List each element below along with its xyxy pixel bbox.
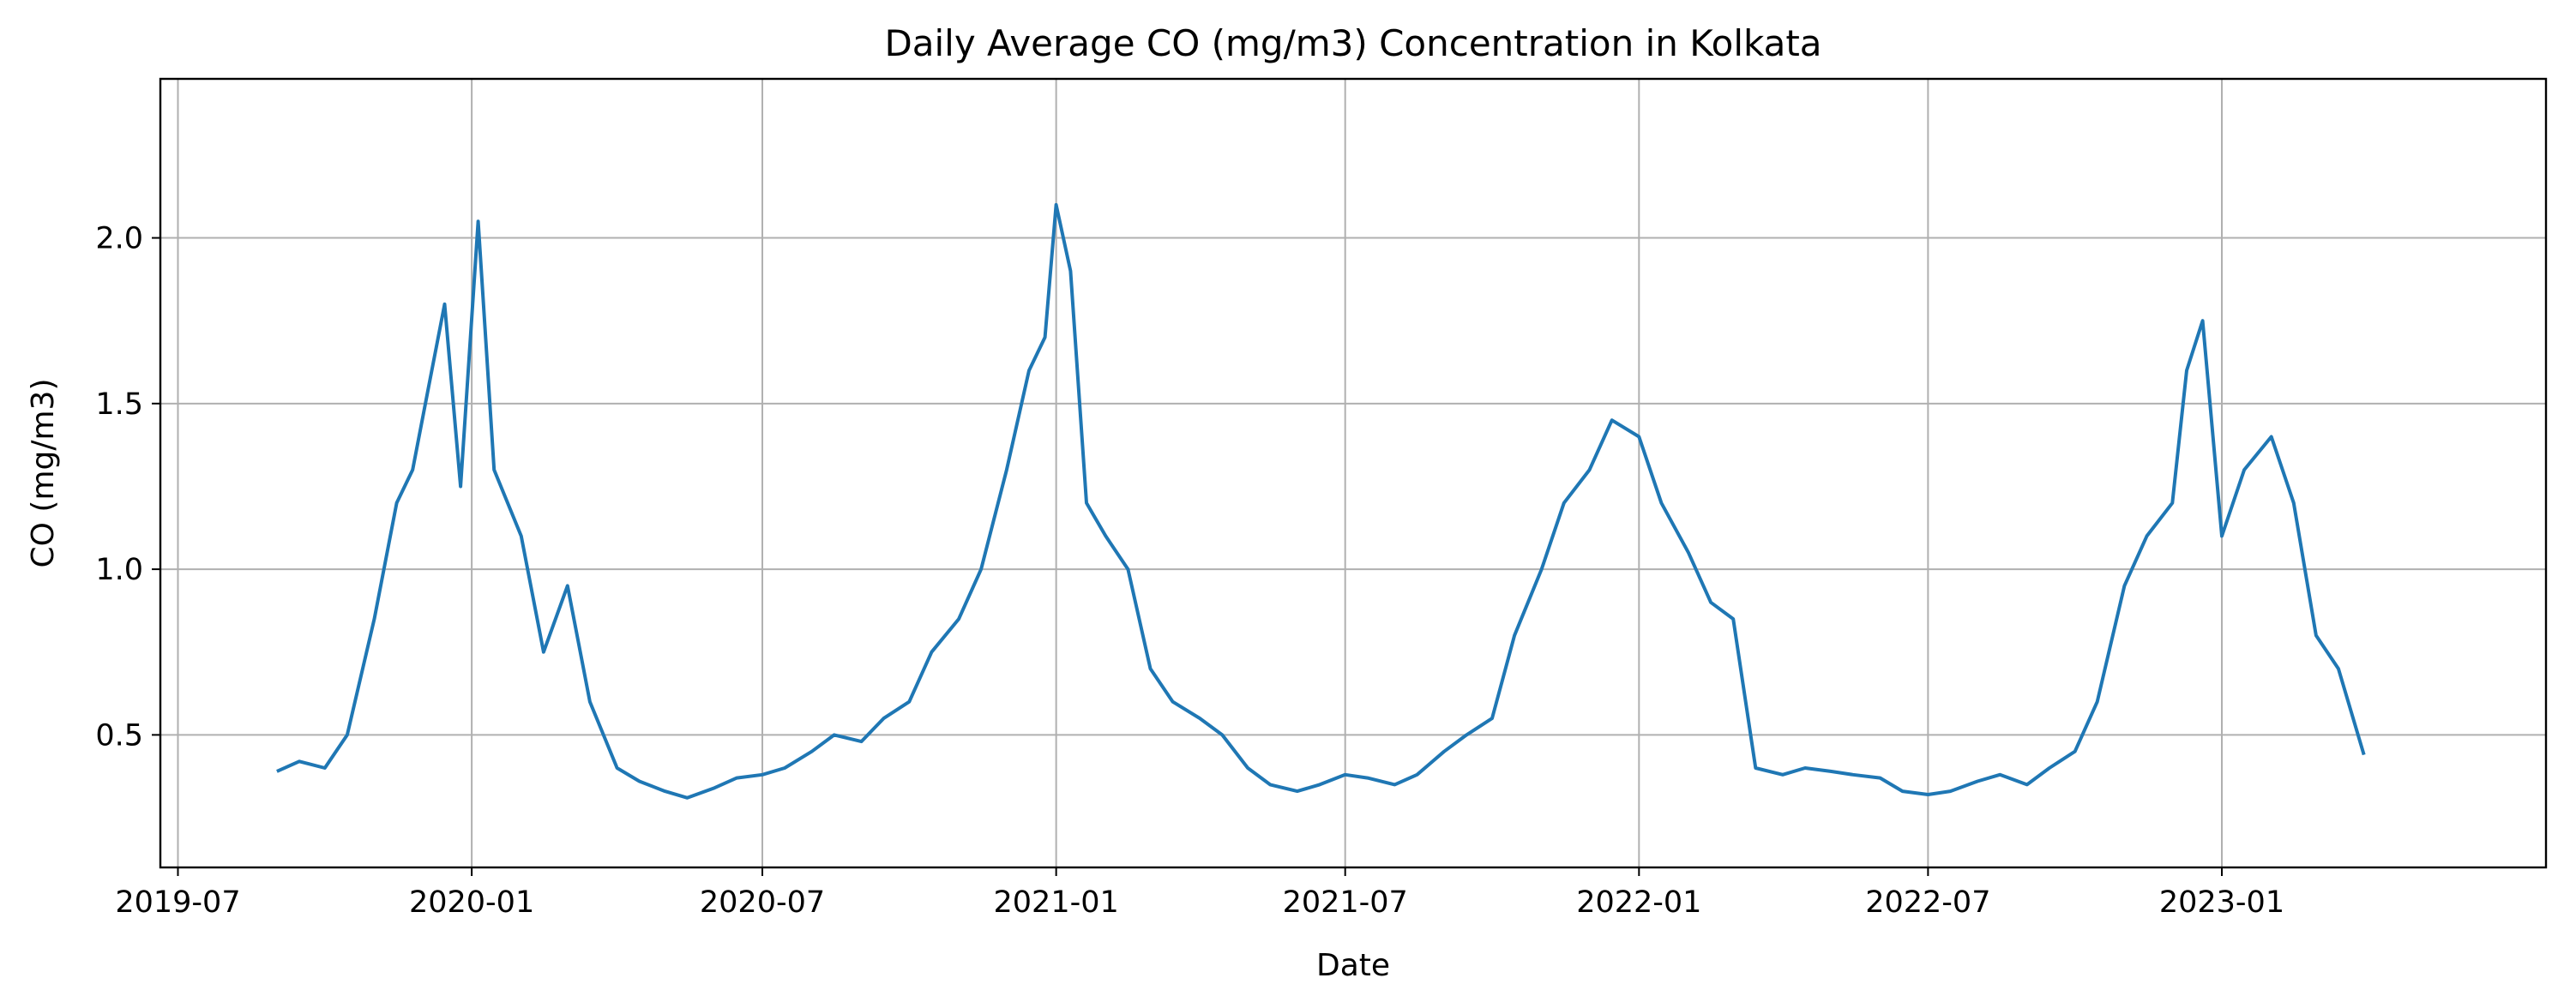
y-tick-label: 0.5 (95, 718, 143, 753)
co-series-line (276, 202, 2366, 800)
x-tick-label: 2020-07 (700, 885, 825, 920)
plot-area (276, 202, 2366, 800)
plot-frame (159, 77, 2548, 869)
x-tick-label: 2021-01 (994, 885, 1119, 920)
grid-lines (160, 79, 2546, 867)
x-tick-label: 2023-01 (2159, 885, 2284, 920)
y-axis-label: CO (mg/m3) (26, 378, 61, 567)
y-tick-label: 2.0 (95, 222, 143, 256)
x-axis-ticks: 2019-07 2020-01 2020-07 2021-01 2021-07 2022-… (115, 867, 2284, 920)
x-tick-label: 2022-07 (1865, 885, 1990, 920)
y-tick-label: 1.5 (95, 387, 143, 422)
x-tick-label: 2020-01 (409, 885, 534, 920)
x-tick-label: 2019-07 (115, 885, 240, 920)
chart-title: Daily Average CO (mg/m3) Concentration i… (884, 22, 1821, 64)
x-tick-label: 2022-01 (1576, 885, 1701, 920)
y-tick-label: 1.0 (95, 553, 143, 587)
y-axis-ticks: 0.5 1.0 1.5 2.0 (95, 222, 160, 753)
x-axis-label: Date (1316, 948, 1390, 983)
x-tick-label: 2021-07 (1283, 885, 1408, 920)
